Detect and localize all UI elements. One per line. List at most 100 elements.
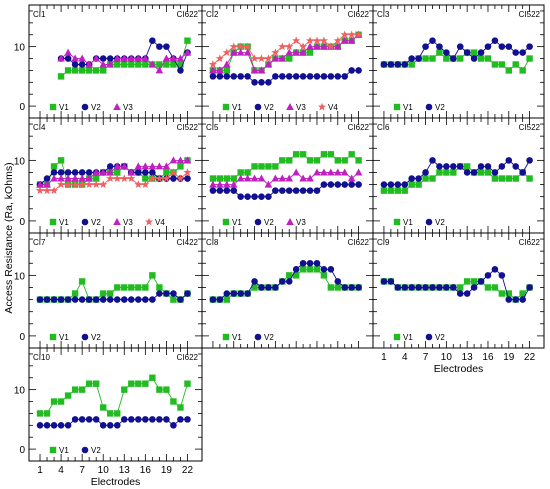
series-v1 xyxy=(209,151,362,182)
legend-item-v3: V3 xyxy=(286,218,306,227)
point-v1-e13 xyxy=(121,386,128,393)
point-v2-e17 xyxy=(491,169,499,176)
series-line xyxy=(383,40,530,65)
point-v1-e15 xyxy=(135,284,142,291)
legend-label: V4 xyxy=(328,103,338,112)
panel-label: CI6 xyxy=(377,123,390,132)
point-v1-e14 xyxy=(299,266,307,273)
point-v2-e6 xyxy=(71,169,79,176)
device-label: CI422 xyxy=(177,238,199,247)
point-v2-e10 xyxy=(272,187,279,194)
point-v2-e6 xyxy=(415,175,422,182)
point-v2-e16 xyxy=(484,163,492,170)
point-v4-e20 xyxy=(169,168,178,176)
point-v1-e16 xyxy=(142,284,149,291)
legend-label: V2 xyxy=(91,333,101,342)
point-v2-e12 xyxy=(285,73,293,80)
point-v2-e12 xyxy=(285,187,293,194)
point-v3-e20 xyxy=(169,54,178,62)
point-v2-e22 xyxy=(526,157,533,164)
legend-item-v2: V2 xyxy=(81,333,101,342)
point-v1-e18 xyxy=(156,386,163,393)
legend-label: V3 xyxy=(296,218,306,227)
point-v2-e5 xyxy=(237,290,244,297)
point-v1-e21 xyxy=(519,67,526,74)
point-v1-e11 xyxy=(107,290,114,297)
point-v1-e8 xyxy=(258,163,265,170)
x-tick-label: 13 xyxy=(119,465,131,476)
point-v2-e2 xyxy=(216,73,224,80)
point-v2-e14 xyxy=(299,259,307,267)
panel-frame xyxy=(28,347,203,462)
point-v2-e11 xyxy=(449,163,457,170)
point-v4-e22 xyxy=(354,30,363,39)
point-v3-e20 xyxy=(340,36,349,44)
point-v1-e16 xyxy=(313,157,321,164)
point-v1-e21 xyxy=(177,163,184,170)
point-v2-e12 xyxy=(113,296,121,303)
point-v4-e1 xyxy=(208,60,218,68)
point-v3-e17 xyxy=(320,168,328,176)
panel-ci5: CI5 CI622 V1 V2 V3 xyxy=(201,117,374,234)
point-v2-e14 xyxy=(470,284,478,291)
point-v2-e21 xyxy=(348,284,355,291)
point-v1-e12 xyxy=(286,272,293,279)
x-tick-label: 4 xyxy=(402,352,408,363)
point-v1-e8 xyxy=(85,380,93,387)
point-v2-e10 xyxy=(443,49,450,56)
point-v1-e7 xyxy=(78,67,86,74)
device-label: CI622 xyxy=(177,353,199,362)
point-v3-e19 xyxy=(333,42,342,50)
point-v3-e22 xyxy=(183,48,192,56)
device-label: CI622 xyxy=(348,10,370,19)
series-line xyxy=(383,159,530,186)
panel-label: CI7 xyxy=(33,238,46,247)
point-v3-e1 xyxy=(209,66,217,74)
panel-label: CI8 xyxy=(206,238,219,247)
series-v2 xyxy=(36,416,191,429)
point-v3-e7 xyxy=(78,54,86,62)
legend-marker xyxy=(222,333,230,341)
point-v1-e22 xyxy=(526,175,533,182)
legend-item-v2: V2 xyxy=(254,103,274,112)
point-v2-e4 xyxy=(401,181,409,188)
point-v1-e5 xyxy=(64,392,72,399)
point-v1-e18 xyxy=(327,284,335,291)
point-v4-e22 xyxy=(183,168,192,176)
y-tick-label: 0 xyxy=(19,217,25,228)
point-v4-e2 xyxy=(42,186,52,195)
point-v2-e2 xyxy=(387,278,395,285)
point-v4-e2 xyxy=(215,54,224,63)
legend-marker xyxy=(425,218,433,226)
point-v2-e1 xyxy=(209,73,217,80)
point-v3-e20 xyxy=(340,168,349,176)
point-v2-e21 xyxy=(348,181,355,188)
legend-item-v1: V1 xyxy=(393,218,413,227)
point-v2-e8 xyxy=(429,157,436,164)
point-v2-e18 xyxy=(327,266,335,273)
point-v2-e7 xyxy=(422,43,429,50)
point-v3-e6 xyxy=(71,54,79,62)
point-v1-e4 xyxy=(57,73,65,80)
point-v2-e6 xyxy=(71,416,79,423)
point-v2-e20 xyxy=(170,175,177,182)
point-v2-e11 xyxy=(106,163,114,170)
legend-item-v3: V3 xyxy=(113,218,133,227)
point-v1-e12 xyxy=(114,169,121,176)
point-v1-e22 xyxy=(355,157,362,164)
legend-item-v2: V2 xyxy=(425,333,445,342)
point-v3-e8 xyxy=(85,174,93,182)
point-v3-e4 xyxy=(229,48,238,56)
point-v4-e8 xyxy=(85,180,94,189)
point-v3-e13 xyxy=(292,48,300,56)
point-v2-e22 xyxy=(184,290,191,297)
point-v3-e19 xyxy=(333,168,342,176)
point-v1-e14 xyxy=(128,61,135,68)
series-line xyxy=(212,69,359,83)
point-v2-e6 xyxy=(71,296,79,303)
point-v2-e19 xyxy=(334,73,342,80)
point-v2-e22 xyxy=(184,416,191,423)
point-v1-e13 xyxy=(121,61,128,68)
point-v2-e4 xyxy=(401,284,409,291)
